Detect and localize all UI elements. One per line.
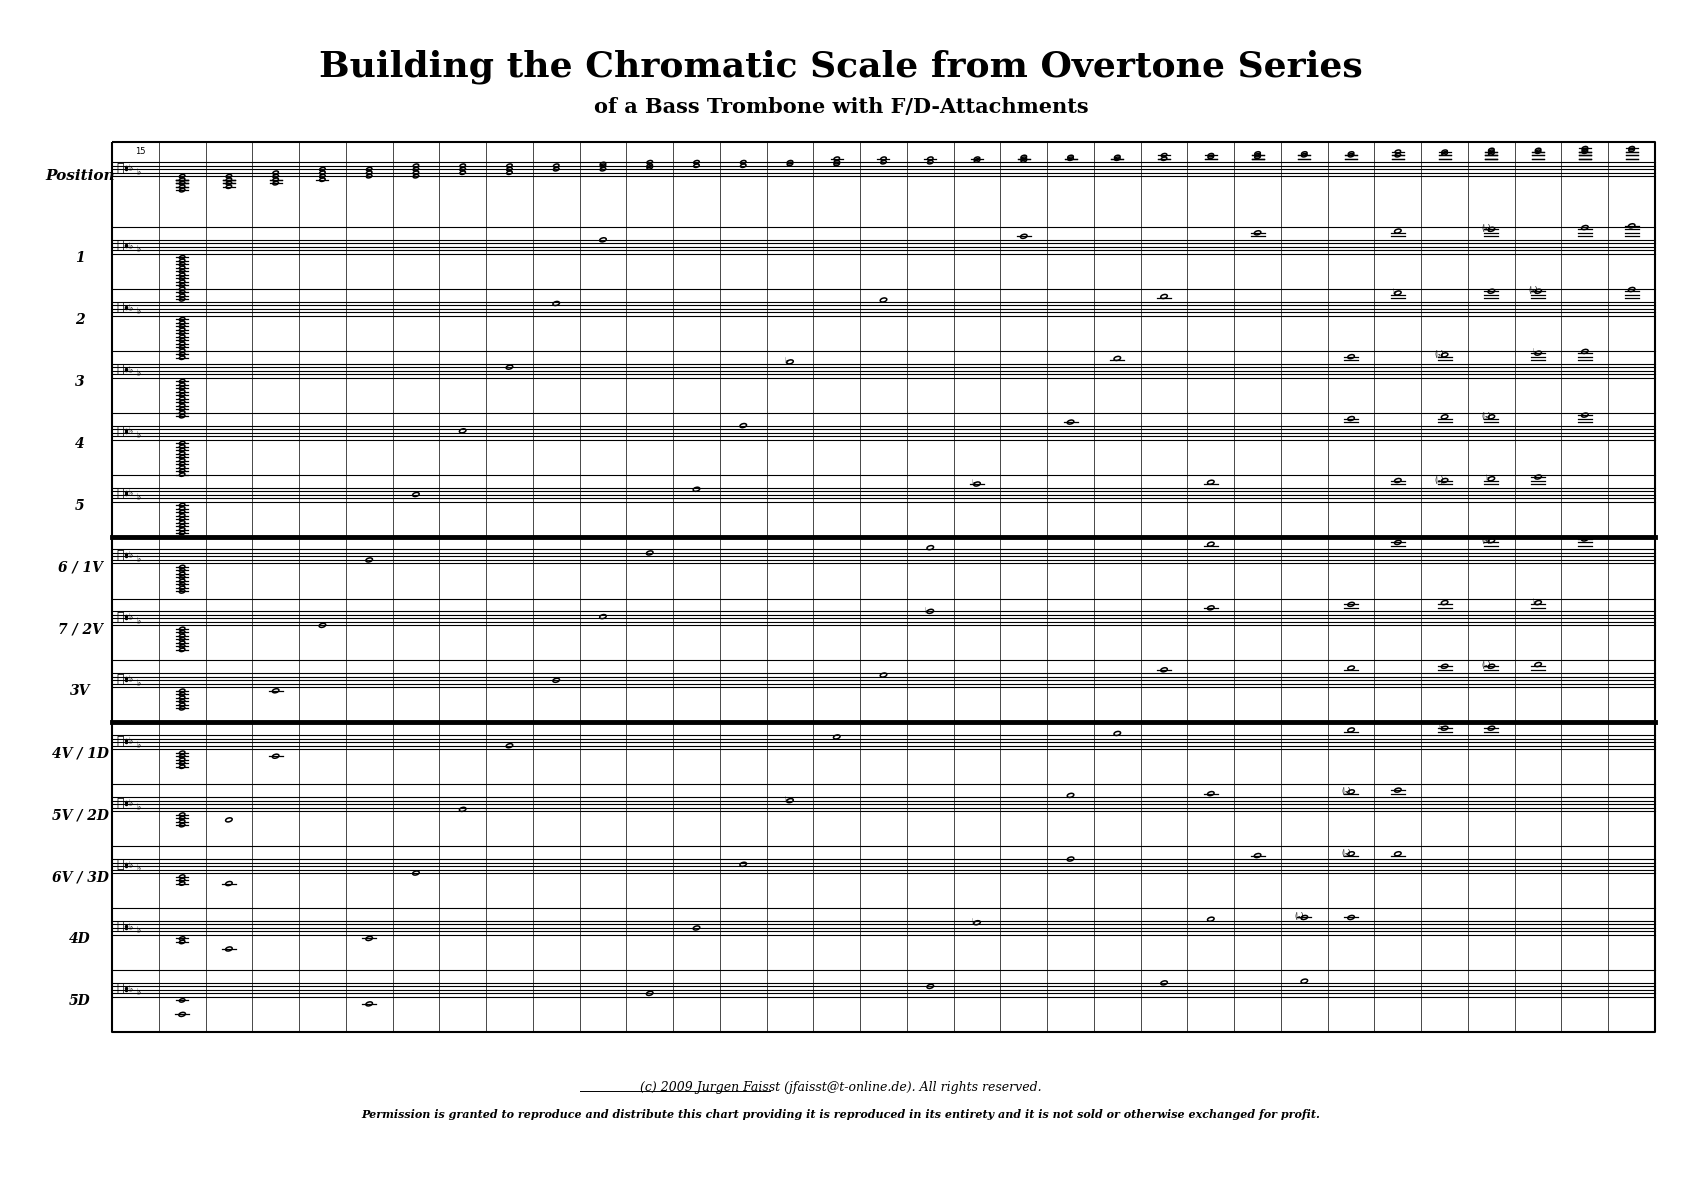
Text: (♭): (♭)	[1480, 535, 1490, 545]
Text: ♭: ♭	[128, 614, 133, 622]
Text: 15: 15	[135, 147, 145, 157]
Text: ♭: ♭	[136, 369, 140, 379]
Text: 𝄢: 𝄢	[116, 735, 124, 748]
Text: 𝄢: 𝄢	[116, 487, 124, 500]
Text: (♭): (♭)	[1433, 476, 1443, 484]
Text: ♭: ♭	[1485, 474, 1489, 483]
Text: 3V: 3V	[69, 685, 91, 698]
Text: 𝄢: 𝄢	[116, 363, 124, 376]
Text: ♭: ♭	[1391, 288, 1394, 297]
Text: 4D: 4D	[69, 932, 91, 946]
Text: 𝄢: 𝄢	[116, 673, 124, 686]
Text: ♭: ♭	[971, 480, 974, 488]
Text: ♭: ♭	[1531, 597, 1536, 607]
Text: 4: 4	[76, 437, 84, 451]
Text: ♭: ♭	[136, 617, 140, 626]
Text: 𝄢: 𝄢	[116, 161, 124, 174]
Text: Building the Chromatic Scale from Overtone Series: Building the Chromatic Scale from Overto…	[320, 50, 1362, 84]
Text: 7 / 2V: 7 / 2V	[57, 622, 103, 636]
Text: ♭: ♭	[136, 802, 140, 812]
Text: (♭): (♭)	[1341, 787, 1351, 795]
Text: ♭: ♭	[136, 493, 140, 502]
Text: 𝄢: 𝄢	[116, 983, 124, 996]
Text: 𝄢: 𝄢	[116, 611, 124, 624]
Text: ♭: ♭	[128, 304, 133, 312]
Text: 𝄢: 𝄢	[116, 240, 124, 253]
Text: ♭: ♭	[128, 985, 133, 994]
Text: ♭: ♭	[128, 552, 133, 560]
Text: ♭: ♭	[136, 556, 140, 564]
Text: (♭): (♭)	[1293, 913, 1304, 921]
Text: 1: 1	[76, 250, 84, 265]
Text: ♭: ♭	[136, 246, 140, 254]
Text: (♭): (♭)	[1480, 412, 1490, 421]
Text: ♭: ♭	[136, 927, 140, 935]
Text: ♭: ♭	[128, 675, 133, 684]
Text: 6V / 3D: 6V / 3D	[52, 870, 108, 884]
Text: 𝄢: 𝄢	[116, 858, 124, 871]
Text: ♭: ♭	[128, 489, 133, 499]
Text: 3: 3	[76, 375, 84, 389]
Text: 6 / 1V: 6 / 1V	[57, 560, 103, 575]
Text: 𝄢: 𝄢	[116, 301, 124, 315]
Text: ♭: ♭	[128, 164, 133, 173]
Text: 5V / 2D: 5V / 2D	[52, 808, 108, 823]
Text: ♭: ♭	[128, 923, 133, 932]
Text: ♭: ♭	[128, 861, 133, 870]
Text: (♭): (♭)	[1480, 661, 1490, 671]
Text: ♭: ♭	[136, 167, 140, 177]
Text: ♭: ♭	[1531, 348, 1536, 357]
Text: ♭: ♭	[784, 795, 787, 805]
Text: (♭): (♭)	[1341, 849, 1351, 858]
Text: ♭: ♭	[136, 741, 140, 750]
Text: 2: 2	[76, 313, 84, 326]
Text: (♭): (♭)	[1433, 350, 1443, 358]
Text: ♭: ♭	[128, 366, 133, 375]
Text: ♭: ♭	[923, 607, 928, 615]
Text: (♭): (♭)	[1480, 224, 1490, 234]
Text: 𝄢: 𝄢	[116, 425, 124, 438]
Text: ♭: ♭	[136, 989, 140, 997]
Text: 5D: 5D	[69, 994, 91, 1008]
Text: 𝄢: 𝄢	[116, 920, 124, 933]
Text: ♭: ♭	[136, 864, 140, 874]
Text: (♭): (♭)	[1527, 286, 1537, 296]
Text: ♭: ♭	[136, 431, 140, 440]
Text: ♭: ♭	[128, 427, 133, 437]
Text: 5: 5	[76, 499, 84, 513]
Text: Permission is granted to reproduce and distribute this chart providing it is rep: Permission is granted to reproduce and d…	[362, 1110, 1320, 1121]
Text: (c) 2009 Jurgen Faisst (jfaisst@t-online.de). All rights reserved.: (c) 2009 Jurgen Faisst (jfaisst@t-online…	[639, 1080, 1041, 1093]
Text: 𝄢: 𝄢	[116, 796, 124, 810]
Text: 4V / 1D: 4V / 1D	[52, 747, 108, 761]
Text: ♭: ♭	[128, 737, 133, 747]
Text: ♭: ♭	[136, 679, 140, 687]
Text: of a Bass Trombone with F/D-Attachments: of a Bass Trombone with F/D-Attachments	[594, 97, 1088, 118]
Text: ♭: ♭	[1438, 723, 1441, 732]
Text: ♭: ♭	[136, 307, 140, 316]
Text: Position: Position	[45, 170, 114, 184]
Text: ♭: ♭	[971, 918, 974, 927]
Text: ♭: ♭	[784, 357, 787, 366]
Text: ♭: ♭	[128, 799, 133, 808]
Text: 𝄢: 𝄢	[116, 548, 124, 561]
Text: ♭: ♭	[128, 242, 133, 250]
